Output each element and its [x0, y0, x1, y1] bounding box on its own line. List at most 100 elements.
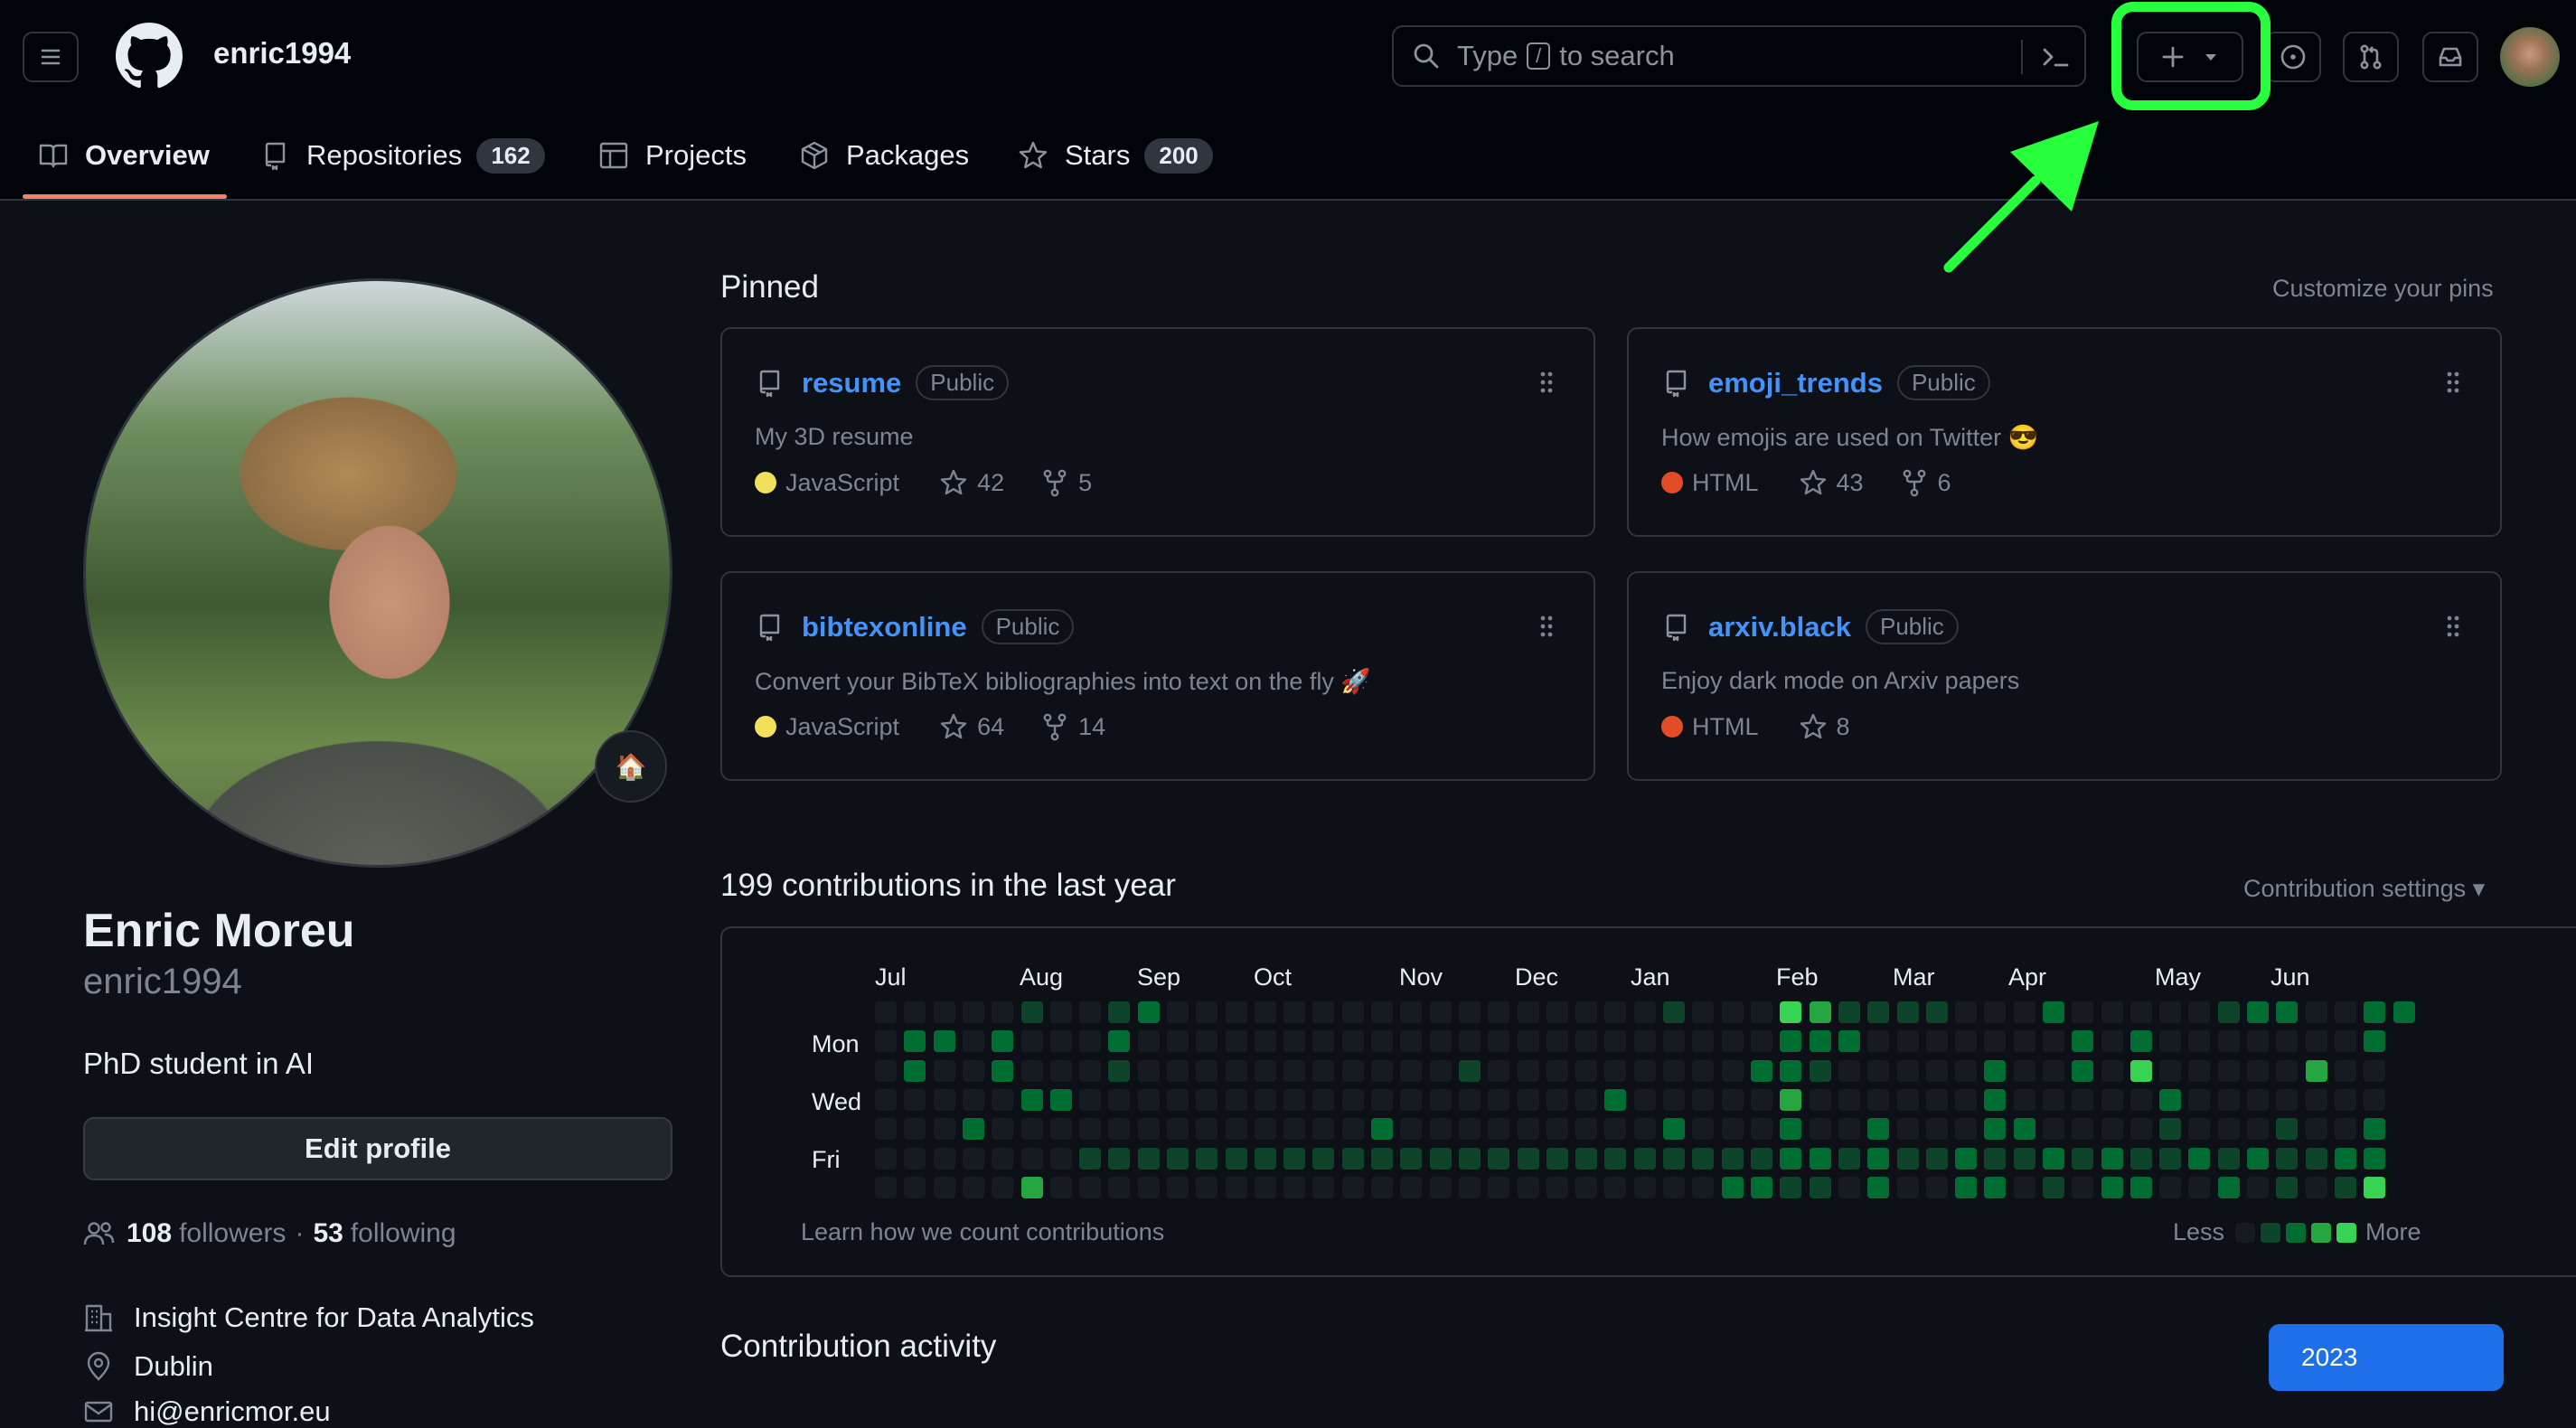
- contribution-day-cell[interactable]: [1021, 1118, 1043, 1140]
- contribution-day-cell[interactable]: [904, 1177, 926, 1198]
- contribution-day-cell[interactable]: [1050, 1148, 1072, 1170]
- contribution-day-cell[interactable]: [992, 1089, 1013, 1111]
- contribution-day-cell[interactable]: [1196, 1089, 1217, 1111]
- contribution-day-cell[interactable]: [2218, 1001, 2240, 1023]
- contribution-day-cell[interactable]: [2101, 1177, 2123, 1198]
- contribution-day-cell[interactable]: [1050, 1089, 1072, 1111]
- contribution-day-cell[interactable]: [1926, 1089, 1948, 1111]
- contribution-day-cell[interactable]: [1196, 1060, 1217, 1082]
- contribution-day-cell[interactable]: [963, 1060, 984, 1082]
- contribution-day-cell[interactable]: [1663, 1030, 1685, 1052]
- contribution-day-cell[interactable]: [1196, 1148, 1217, 1170]
- contribution-day-cell[interactable]: [875, 1060, 897, 1082]
- drag-handle-icon[interactable]: [2446, 371, 2460, 394]
- contribution-day-cell[interactable]: [1167, 1148, 1189, 1170]
- contribution-day-cell[interactable]: [1838, 1060, 1860, 1082]
- contribution-day-cell[interactable]: [1312, 1060, 1334, 1082]
- contribution-day-cell[interactable]: [1984, 1030, 2006, 1052]
- contribution-day-cell[interactable]: [1400, 1148, 1422, 1170]
- contribution-day-cell[interactable]: [1518, 1060, 1539, 1082]
- contribution-day-cell[interactable]: [1604, 1177, 1626, 1198]
- contribution-day-cell[interactable]: [1283, 1148, 1305, 1170]
- contribution-day-cell[interactable]: [1255, 1001, 1276, 1023]
- contribution-day-cell[interactable]: [1518, 1177, 1539, 1198]
- contribution-day-cell[interactable]: [2335, 1148, 2356, 1170]
- contribution-day-cell[interactable]: [1926, 1060, 1948, 1082]
- contribution-day-cell[interactable]: [875, 1118, 897, 1140]
- customize-pins-link[interactable]: Customize your pins: [2272, 275, 2494, 302]
- contribution-day-cell[interactable]: [1283, 1089, 1305, 1111]
- contribution-day-cell[interactable]: [1780, 1060, 1801, 1082]
- contribution-day-cell[interactable]: [1604, 1001, 1626, 1023]
- contribution-day-cell[interactable]: [1663, 1148, 1685, 1170]
- contribution-day-cell[interactable]: [2276, 1060, 2298, 1082]
- contribution-day-cell[interactable]: [2072, 1001, 2093, 1023]
- contribution-day-cell[interactable]: [1021, 1001, 1043, 1023]
- contribution-day-cell[interactable]: [1108, 1148, 1130, 1170]
- contribution-day-cell[interactable]: [1459, 1177, 1481, 1198]
- vcard-email[interactable]: hi@enricmor.eu: [83, 1395, 331, 1428]
- contribution-day-cell[interactable]: [1459, 1118, 1481, 1140]
- contribution-day-cell[interactable]: [992, 1118, 1013, 1140]
- contribution-day-cell[interactable]: [1108, 1089, 1130, 1111]
- contribution-day-cell[interactable]: [934, 1118, 955, 1140]
- contribution-day-cell[interactable]: [1984, 1089, 2006, 1111]
- contribution-day-cell[interactable]: [1079, 1001, 1101, 1023]
- contribution-day-cell[interactable]: [1312, 1001, 1334, 1023]
- contribution-day-cell[interactable]: [1518, 1030, 1539, 1052]
- contribution-day-cell[interactable]: [963, 1148, 984, 1170]
- contribution-day-cell[interactable]: [1459, 1089, 1481, 1111]
- contribution-day-cell[interactable]: [1342, 1177, 1364, 1198]
- contribution-day-cell[interactable]: [934, 1030, 955, 1052]
- contribution-day-cell[interactable]: [1810, 1030, 1831, 1052]
- contribution-day-cell[interactable]: [1400, 1089, 1422, 1111]
- contribution-day-cell[interactable]: [2130, 1148, 2152, 1170]
- contribution-day-cell[interactable]: [1430, 1060, 1452, 1082]
- contribution-day-cell[interactable]: [1459, 1030, 1481, 1052]
- contribution-day-cell[interactable]: [1167, 1089, 1189, 1111]
- contribution-day-cell[interactable]: [1021, 1060, 1043, 1082]
- contribution-day-cell[interactable]: [934, 1001, 955, 1023]
- contribution-day-cell[interactable]: [1079, 1030, 1101, 1052]
- contribution-day-cell[interactable]: [1400, 1118, 1422, 1140]
- contribution-day-cell[interactable]: [2364, 1089, 2385, 1111]
- contribution-day-cell[interactable]: [2014, 1118, 2035, 1140]
- contribution-day-cell[interactable]: [2072, 1177, 2093, 1198]
- drag-handle-icon[interactable]: [1539, 615, 1554, 638]
- contribution-day-cell[interactable]: [1575, 1118, 1597, 1140]
- contribution-day-cell[interactable]: [1722, 1089, 1744, 1111]
- contribution-day-cell[interactable]: [2159, 1177, 2181, 1198]
- contribution-day-cell[interactable]: [992, 1148, 1013, 1170]
- contribution-day-cell[interactable]: [1634, 1001, 1656, 1023]
- contribution-day-cell[interactable]: [1108, 1030, 1130, 1052]
- contribution-day-cell[interactable]: [875, 1001, 897, 1023]
- contribution-day-cell[interactable]: [2130, 1001, 2152, 1023]
- contribution-day-cell[interactable]: [1021, 1030, 1043, 1052]
- contribution-day-cell[interactable]: [1283, 1060, 1305, 1082]
- contribution-day-cell[interactable]: [1488, 1001, 1509, 1023]
- contribution-day-cell[interactable]: [1255, 1177, 1276, 1198]
- contribution-day-cell[interactable]: [2247, 1118, 2269, 1140]
- contribution-day-cell[interactable]: [2101, 1060, 2123, 1082]
- contribution-day-cell[interactable]: [1634, 1148, 1656, 1170]
- contribution-day-cell[interactable]: [1547, 1177, 1568, 1198]
- contribution-day-cell[interactable]: [1867, 1030, 1889, 1052]
- contribution-day-cell[interactable]: [1312, 1148, 1334, 1170]
- contribution-day-cell[interactable]: [1722, 1030, 1744, 1052]
- forks-link[interactable]: 6: [1900, 468, 1951, 497]
- contribution-day-cell[interactable]: [1371, 1060, 1393, 1082]
- contribution-day-cell[interactable]: [1663, 1060, 1685, 1082]
- repo-name-link[interactable]: arxiv.black: [1708, 610, 1851, 643]
- contribution-day-cell[interactable]: [904, 1001, 926, 1023]
- contribution-day-cell[interactable]: [1138, 1030, 1160, 1052]
- contribution-day-cell[interactable]: [1342, 1030, 1364, 1052]
- contribution-day-cell[interactable]: [1955, 1060, 1977, 1082]
- repo-name-link[interactable]: emoji_trends: [1708, 366, 1883, 399]
- command-palette-icon[interactable]: [2039, 42, 2072, 72]
- contribution-day-cell[interactable]: [904, 1060, 926, 1082]
- contribution-day-cell[interactable]: [1838, 1177, 1860, 1198]
- contribution-day-cell[interactable]: [1138, 1177, 1160, 1198]
- contribution-day-cell[interactable]: [1079, 1118, 1101, 1140]
- drag-handle-icon[interactable]: [2446, 615, 2460, 638]
- contribution-day-cell[interactable]: [1722, 1001, 1744, 1023]
